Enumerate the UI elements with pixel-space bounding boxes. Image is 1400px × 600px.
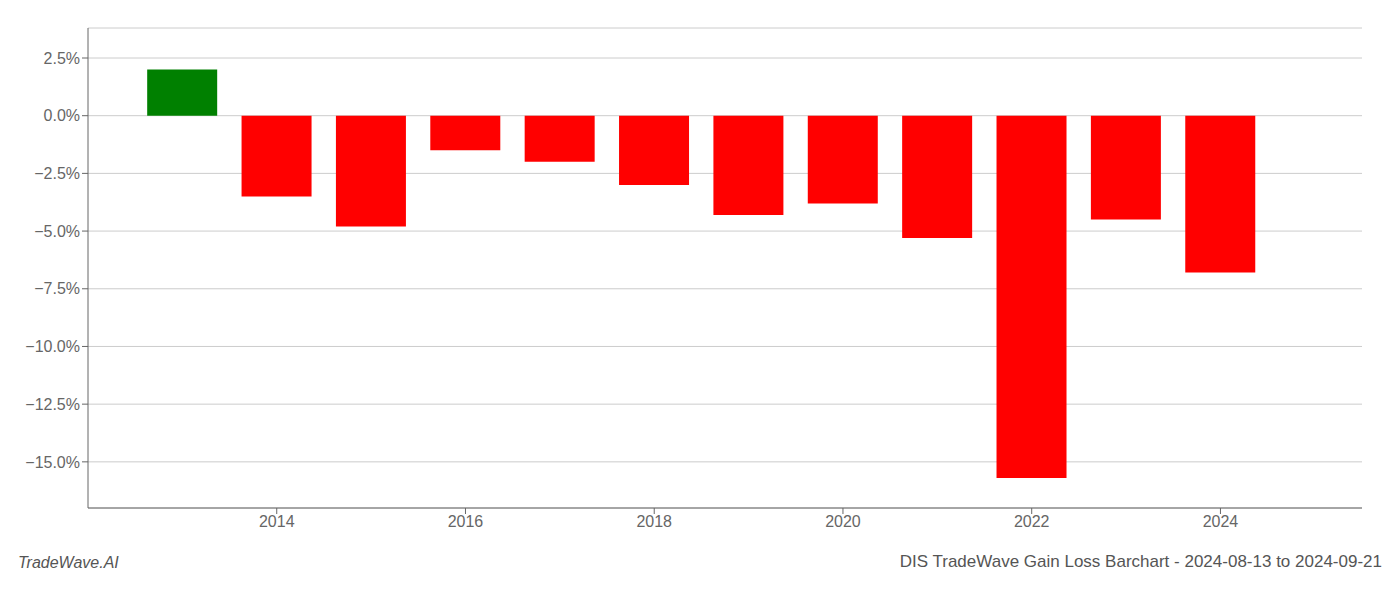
svg-text:−5.0%: −5.0%	[34, 223, 80, 240]
svg-text:−10.0%: −10.0%	[25, 338, 80, 355]
svg-text:−15.0%: −15.0%	[25, 454, 80, 471]
svg-text:2014: 2014	[259, 513, 295, 530]
svg-text:2.5%: 2.5%	[44, 50, 80, 67]
svg-text:2022: 2022	[1014, 513, 1050, 530]
html-text:DIS TradeWave Gain Loss Barcha: DIS TradeWave Gain Loss Barchart - 2024-…	[899, 552, 1382, 571]
svg-text:2018: 2018	[636, 513, 672, 530]
svg-text:2016: 2016	[448, 513, 484, 530]
svg-text:2024: 2024	[1203, 513, 1239, 530]
svg-text:−2.5%: −2.5%	[34, 165, 80, 182]
html-text:TradeWave.AI: TradeWave.AI	[18, 554, 119, 571]
svg-text:−7.5%: −7.5%	[34, 280, 80, 297]
svg-text:0.0%: 0.0%	[44, 107, 80, 124]
svg-text:2020: 2020	[825, 513, 861, 530]
svg-text:−12.5%: −12.5%	[25, 396, 80, 413]
